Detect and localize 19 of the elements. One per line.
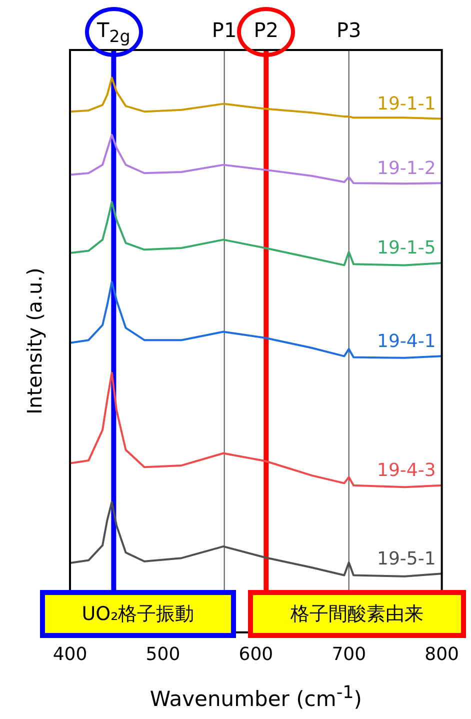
series-label: 19-1-2	[377, 158, 436, 179]
ref-line-label: P1	[212, 18, 237, 42]
ref-line-label: P2	[254, 18, 279, 42]
ref-line-label: P3	[336, 18, 362, 42]
x-tick-label: 500	[146, 644, 180, 665]
series-label: 19-1-5	[377, 238, 436, 259]
x-tick-label: 800	[424, 644, 459, 665]
series-label: 19-5-1	[377, 548, 436, 570]
x-tick-label: 600	[238, 644, 274, 665]
x-tick-label: 700	[332, 644, 366, 665]
series-label: 19-4-1	[377, 330, 436, 352]
ref-line-label: T$_{2g}$	[96, 18, 130, 46]
x-tick-label: 400	[52, 644, 88, 665]
y-axis-title: Intensity (a.u.)	[22, 268, 46, 415]
callout-box: 格子間酸素由来	[248, 590, 466, 638]
callout-box: UO₂格子振動	[40, 590, 236, 638]
series-label: 19-1-1	[377, 93, 436, 114]
x-axis-title: Wavenumber (cm$^{-1}$)	[150, 683, 362, 711]
series-label: 19-4-3	[377, 460, 436, 482]
